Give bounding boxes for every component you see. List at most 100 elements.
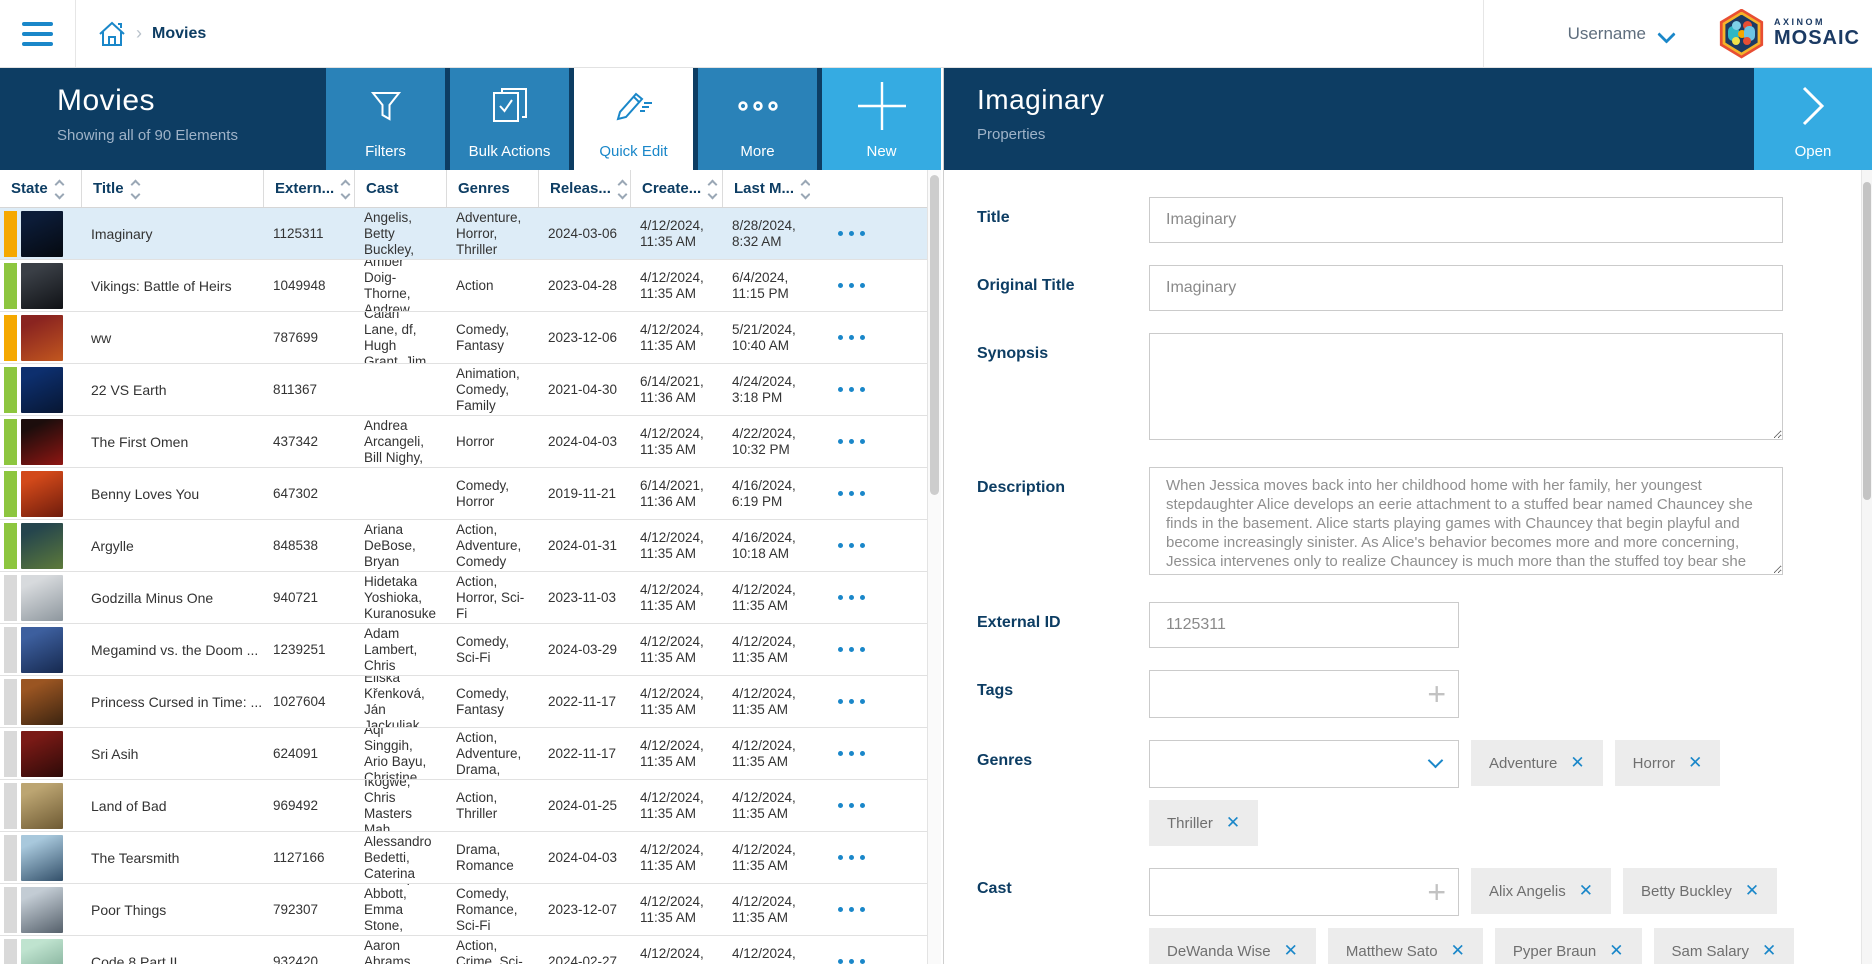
poster-thumbnail bbox=[21, 470, 63, 517]
new-button[interactable]: New bbox=[822, 68, 941, 170]
description-field[interactable]: When Jessica moves back into her childho… bbox=[1149, 467, 1783, 575]
row-actions-button[interactable] bbox=[832, 329, 871, 346]
row-actions-button[interactable] bbox=[832, 433, 871, 450]
username-chevron-down-icon[interactable] bbox=[1660, 24, 1674, 38]
table-row[interactable]: The Tearsmith 1127166 Alessandro Bedetti… bbox=[0, 832, 927, 884]
table-row[interactable]: 22 VS Earth 811367 Animation, Comedy, Fa… bbox=[0, 364, 927, 416]
row-actions-button[interactable] bbox=[832, 485, 871, 502]
filters-button[interactable]: Filters bbox=[326, 68, 445, 170]
tags-field[interactable]: + bbox=[1149, 670, 1459, 718]
sort-icon[interactable] bbox=[617, 179, 628, 199]
hamburger-menu-button[interactable] bbox=[0, 0, 76, 67]
username-menu[interactable]: Username bbox=[1567, 23, 1646, 43]
table-row[interactable]: Poor Things 792307 Christopher Abbott, E… bbox=[0, 884, 927, 936]
table-row[interactable]: Code 8 Part II 932420 Aaron Abrams, Akie… bbox=[0, 936, 927, 964]
cell-external-id: 932420 bbox=[273, 953, 319, 964]
column-header-external-id[interactable]: Extern... bbox=[263, 170, 354, 207]
chip-remove-icon[interactable]: ✕ bbox=[1762, 941, 1777, 960]
row-actions-button[interactable] bbox=[832, 693, 871, 710]
column-header-title[interactable]: Title bbox=[81, 170, 263, 207]
more-button[interactable]: More bbox=[698, 68, 817, 170]
genres-field[interactable] bbox=[1149, 740, 1459, 788]
cell-title: Megamind vs. the Doom ... bbox=[91, 641, 259, 658]
column-header-cast[interactable]: Cast bbox=[354, 170, 446, 207]
table-row[interactable]: Princess Cursed in Time: ... 1027604 Eli… bbox=[0, 676, 927, 728]
chip-remove-icon[interactable]: ✕ bbox=[1744, 881, 1760, 900]
sort-icon[interactable] bbox=[130, 179, 141, 199]
chip-remove-icon[interactable]: ✕ bbox=[1570, 753, 1585, 772]
table-row[interactable]: Benny Loves You 647302 Comedy, Horror 20… bbox=[0, 468, 927, 520]
cell-release-date: 2024-01-25 bbox=[548, 797, 618, 813]
table-row[interactable]: ww 787699 Calah Lane, df, Hugh Grant, Ji… bbox=[0, 312, 927, 364]
table-row[interactable]: Godzilla Minus One 940721 Hidetaka Yoshi… bbox=[0, 572, 927, 624]
table-row[interactable]: Argylle 848538 Ariana DeBose, Bryan Acti… bbox=[0, 520, 927, 572]
column-header-genres[interactable]: Genres bbox=[446, 170, 538, 207]
state-cell bbox=[0, 936, 81, 964]
row-actions-button[interactable] bbox=[832, 901, 871, 918]
row-actions-button[interactable] bbox=[832, 225, 871, 242]
synopsis-field[interactable] bbox=[1149, 333, 1783, 440]
breadcrumb-separator-icon: › bbox=[136, 22, 142, 43]
sort-icon[interactable] bbox=[54, 179, 65, 199]
quick-edit-pencil-icon bbox=[574, 68, 693, 143]
sort-icon[interactable] bbox=[707, 179, 718, 199]
row-actions-button[interactable] bbox=[832, 277, 871, 294]
original-title-field[interactable] bbox=[1149, 265, 1783, 311]
chip-remove-icon[interactable]: ✕ bbox=[1283, 941, 1298, 960]
column-header-release-date[interactable]: Releas... bbox=[538, 170, 630, 207]
row-actions-button[interactable] bbox=[832, 797, 871, 814]
actions-cell bbox=[810, 468, 927, 519]
add-tag-icon[interactable]: + bbox=[1427, 676, 1446, 712]
chip-remove-icon[interactable]: ✕ bbox=[1609, 941, 1624, 960]
row-actions-button[interactable] bbox=[832, 641, 871, 658]
cell-cast: Christopher Abbott, Emma Stone, Hanna bbox=[364, 884, 434, 935]
table-row[interactable]: The First Omen 437342 Andrea Arcangeli, … bbox=[0, 416, 927, 468]
chip-remove-icon[interactable]: ✕ bbox=[1450, 941, 1465, 960]
external-id-field[interactable] bbox=[1149, 602, 1459, 648]
cell-genres: Adventure, Horror, Thriller bbox=[456, 209, 522, 257]
table-row[interactable]: Megamind vs. the Doom ... 1239251 Adam L… bbox=[0, 624, 927, 676]
table-row[interactable]: Land of Bad 969492 Chika Ikogwe, Chris M… bbox=[0, 780, 927, 832]
poster-thumbnail bbox=[21, 730, 63, 777]
state-cell bbox=[0, 728, 81, 779]
properties-scrollbar[interactable] bbox=[1861, 170, 1872, 964]
cell-cast bbox=[354, 364, 446, 415]
column-header-last-modified[interactable]: Last M... bbox=[722, 170, 810, 207]
row-actions-button[interactable] bbox=[832, 745, 871, 762]
scrollbar-thumb[interactable] bbox=[1863, 182, 1871, 500]
column-header-state[interactable]: State bbox=[0, 170, 81, 207]
column-header-created-date[interactable]: Create... bbox=[630, 170, 722, 207]
home-icon[interactable] bbox=[98, 21, 126, 47]
sort-icon[interactable] bbox=[340, 179, 351, 199]
add-cast-icon[interactable]: + bbox=[1427, 874, 1446, 910]
cell-created-date: 4/12/2024, 11:35 AM bbox=[640, 269, 704, 301]
title-field[interactable] bbox=[1149, 197, 1783, 243]
table-row[interactable]: Vikings: Battle of Heirs 1049948 Amber D… bbox=[0, 260, 927, 312]
breadcrumb-current[interactable]: Movies bbox=[152, 24, 207, 42]
sort-icon[interactable] bbox=[800, 179, 810, 199]
row-actions-button[interactable] bbox=[832, 589, 871, 606]
table-row[interactable]: Imaginary 1125311 Alix Angelis, Betty Bu… bbox=[0, 208, 927, 260]
cell-genres: Action, Adventure, Drama, bbox=[456, 729, 522, 777]
bulk-actions-button[interactable]: Bulk Actions bbox=[450, 68, 569, 170]
field-label-external-id: External ID bbox=[977, 614, 1061, 631]
actions-cell bbox=[810, 728, 927, 779]
open-button[interactable]: Open bbox=[1754, 68, 1872, 170]
row-actions-button[interactable] bbox=[832, 381, 871, 398]
cast-field[interactable]: + bbox=[1149, 868, 1459, 916]
poster-thumbnail bbox=[21, 366, 63, 413]
row-actions-button[interactable] bbox=[832, 953, 871, 964]
filter-funnel-icon bbox=[326, 68, 445, 143]
row-actions-button[interactable] bbox=[832, 849, 871, 866]
genres-dropdown-chevron-icon[interactable] bbox=[1430, 755, 1442, 767]
quick-edit-button[interactable]: Quick Edit bbox=[574, 68, 693, 170]
cell-release-date: 2023-04-28 bbox=[548, 277, 618, 293]
scrollbar-thumb[interactable] bbox=[930, 175, 939, 495]
row-actions-button[interactable] bbox=[832, 537, 871, 554]
movies-list-scrollbar[interactable] bbox=[927, 170, 941, 964]
chip-remove-icon[interactable]: ✕ bbox=[1225, 813, 1241, 832]
cell-genres: Action, Horror, Sci-Fi bbox=[456, 573, 525, 621]
table-row[interactable]: Sri Asih 624091 Aqi Singgih, Ario Bayu, … bbox=[0, 728, 927, 780]
chip-remove-icon[interactable]: ✕ bbox=[1688, 753, 1703, 772]
chip-remove-icon[interactable]: ✕ bbox=[1578, 881, 1593, 900]
